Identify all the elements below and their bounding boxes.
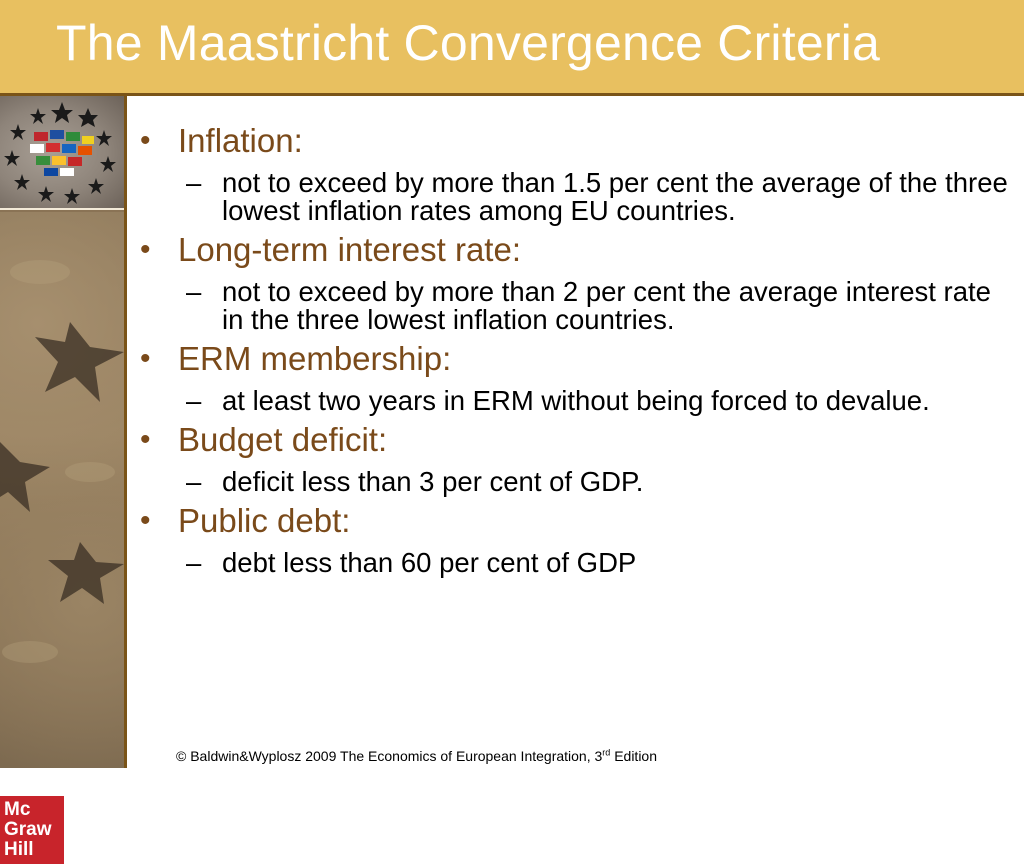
bullet-label: Public debt: <box>178 502 351 539</box>
footer-sup: rd <box>602 747 611 758</box>
dash-icon: – <box>186 385 202 416</box>
dash-icon: – <box>186 547 202 578</box>
dash-icon: – <box>186 167 202 198</box>
bullet-icon: • <box>140 504 151 537</box>
bullet-heading: • Long-term interest rate: <box>140 231 1010 269</box>
sand-starfish-graphic <box>0 260 124 663</box>
footer-suffix: Edition <box>610 748 658 764</box>
logo-line-1: Mc <box>4 799 31 820</box>
criterion-inflation: • Inflation: – not to exceed by more tha… <box>140 122 1010 225</box>
detail-text: debt less than 60 per cent of GDP <box>222 547 637 578</box>
bullet-detail: – not to exceed by more than 1.5 per cen… <box>140 169 1010 225</box>
copyright-footer: © Baldwin&Wyplosz 2009 The Economics of … <box>176 748 657 764</box>
bullet-detail: – debt less than 60 per cent of GDP <box>140 549 1010 577</box>
title-bar: The Maastricht Convergence Criteria <box>0 0 1024 96</box>
dash-icon: – <box>186 466 202 497</box>
bullet-detail: – not to exceed by more than 2 per cent … <box>140 278 1010 334</box>
bullet-detail: – at least two years in ERM without bein… <box>140 387 1010 415</box>
criterion-interest-rate: • Long-term interest rate: – not to exce… <box>140 231 1010 334</box>
bullet-icon: • <box>140 233 151 266</box>
bullet-icon: • <box>140 423 151 456</box>
sand-starfish-image <box>0 212 124 768</box>
footer-prefix: © Baldwin&Wyplosz 2009 The Economics of … <box>176 748 603 764</box>
vertical-divider <box>124 96 127 768</box>
detail-text: at least two years in ERM without being … <box>222 385 930 416</box>
slide-title: The Maastricht Convergence Criteria <box>56 15 880 71</box>
bullet-icon: • <box>140 124 151 157</box>
bullet-heading: • Public debt: <box>140 502 1010 540</box>
criterion-erm: • ERM membership: – at least two years i… <box>140 340 1010 415</box>
dash-icon: – <box>186 276 202 307</box>
eu-flags-stars-graphic <box>4 102 116 204</box>
logo-line-3: Hill <box>4 839 34 860</box>
bullet-icon: • <box>140 342 151 375</box>
bullet-list: • Inflation: – not to exceed by more tha… <box>140 122 1010 583</box>
detail-text: deficit less than 3 per cent of GDP. <box>222 466 644 497</box>
bullet-detail: – deficit less than 3 per cent of GDP. <box>140 468 1010 496</box>
left-decor-column: Mc Graw Hill <box>0 96 124 864</box>
mcgraw-hill-logo: Mc Graw Hill <box>0 796 64 864</box>
bullet-label: Inflation: <box>178 122 303 159</box>
logo-line-2: Graw <box>4 819 52 840</box>
detail-text: not to exceed by more than 1.5 per cent … <box>222 167 1008 226</box>
bullet-label: Long-term interest rate: <box>178 231 521 268</box>
criterion-public-debt: • Public debt: – debt less than 60 per c… <box>140 502 1010 577</box>
bullet-heading: • Inflation: <box>140 122 1010 160</box>
bullet-label: ERM membership: <box>178 340 452 377</box>
eu-flags-stars-icon <box>0 96 124 210</box>
criterion-budget-deficit: • Budget deficit: – deficit less than 3 … <box>140 421 1010 496</box>
bullet-label: Budget deficit: <box>178 421 388 458</box>
bullet-heading: • ERM membership: <box>140 340 1010 378</box>
bullet-heading: • Budget deficit: <box>140 421 1010 459</box>
detail-text: not to exceed by more than 2 per cent th… <box>222 276 991 335</box>
